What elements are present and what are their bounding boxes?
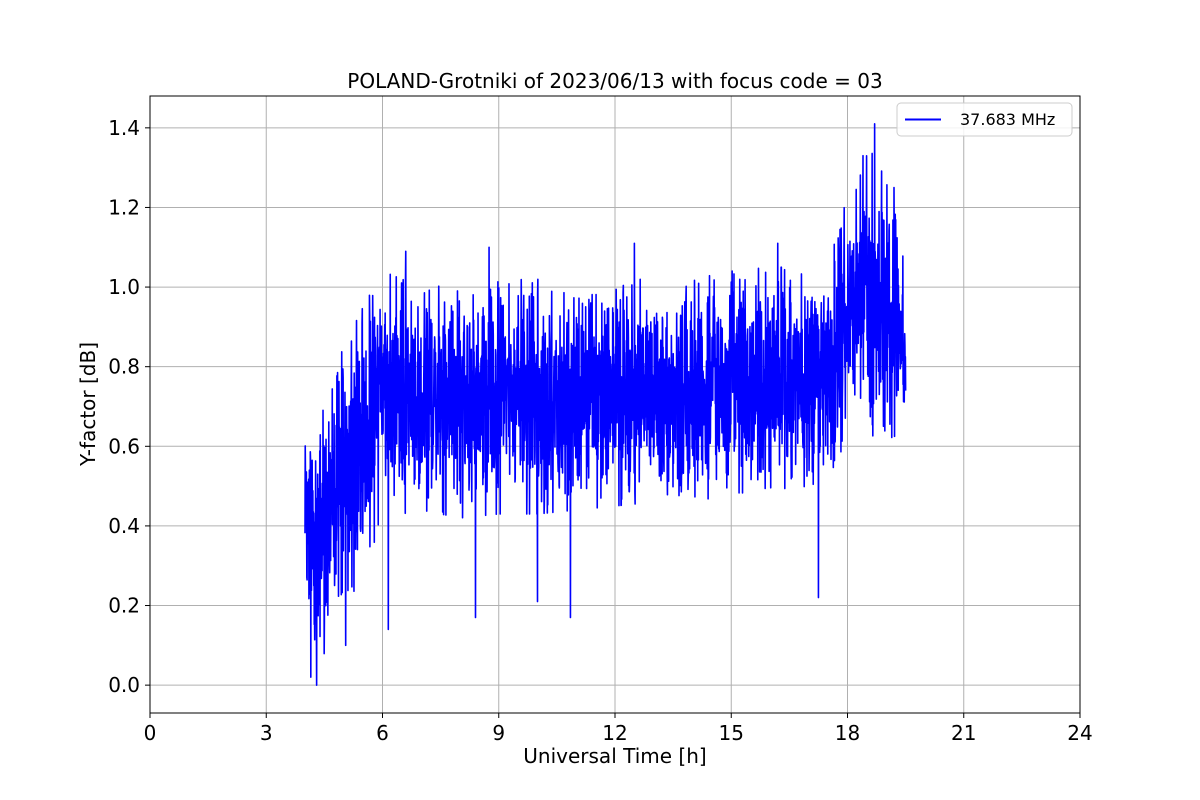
chart-title: POLAND-Grotniki of 2023/06/13 with focus… [347,69,882,93]
x-tick-label: 6 [376,721,389,745]
x-tick-label: 21 [951,721,976,745]
x-tick-label: 3 [260,721,273,745]
y-axis-label: Y-factor [dB] [76,342,100,467]
y-tick-label: 0.2 [108,594,140,618]
series-line-37683-mhz [304,123,907,686]
ticks-layer: 0 3 6 9 12 15 18 21 24 0.0 0.2 0.4 0.6 0.8 1.0 1.2 1.4 [108,116,1093,745]
x-tick-label: 0 [144,721,157,745]
y-tick-label: 1.2 [108,195,140,219]
y-tick-label: 0.6 [108,434,140,458]
x-tick-label: 24 [1067,721,1092,745]
legend: 37.683 MHz [896,102,1073,137]
y-tick-label: 1.4 [108,116,140,140]
y-tick-label: 0.4 [108,514,140,538]
x-tick-label: 9 [492,721,505,745]
y-tick-label: 1.0 [108,275,140,299]
y-tick-label: 0.0 [108,673,140,697]
legend-label: 37.683 MHz [960,110,1055,129]
x-tick-label: 18 [835,721,860,745]
y-tick-label: 0.8 [108,355,140,379]
x-axis-label: Universal Time [h] [523,744,706,768]
x-tick-label: 12 [602,721,627,745]
x-tick-label: 15 [719,721,744,745]
legend-box [896,102,1073,137]
data-layer [304,123,907,686]
